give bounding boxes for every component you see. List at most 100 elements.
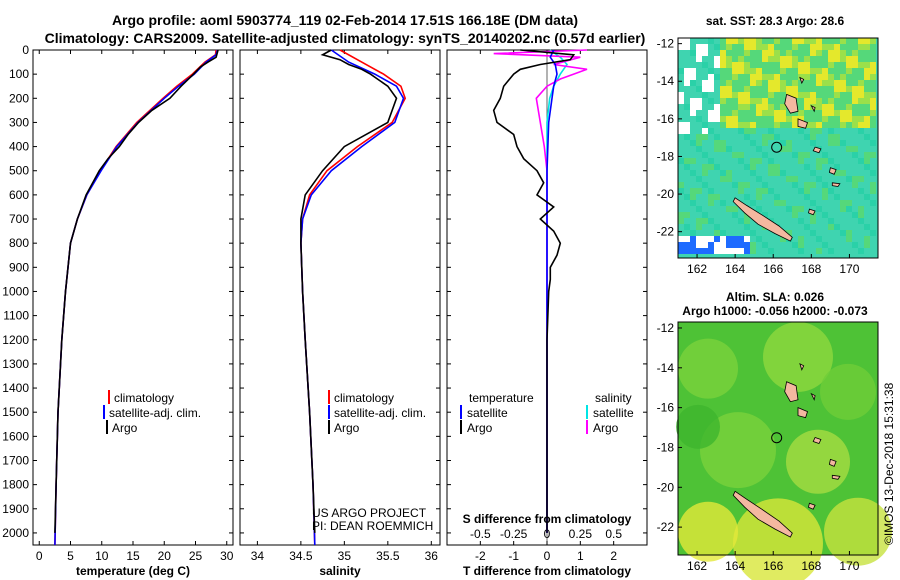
sst-cell — [792, 44, 798, 50]
sst-cell — [780, 98, 786, 104]
sst-cell — [762, 110, 768, 116]
sst-cell — [792, 62, 798, 68]
temperature-tick-label: 10 — [95, 549, 109, 563]
sst-cell — [732, 44, 738, 50]
sst-cell — [690, 158, 696, 164]
sst-cell — [816, 122, 822, 128]
sla-blob — [733, 498, 823, 580]
sst-cell — [720, 98, 726, 104]
sst-cell — [798, 92, 804, 98]
temperature-tick-label: 15 — [126, 549, 140, 563]
sst-cell — [864, 236, 870, 242]
sst-cell — [720, 74, 726, 80]
sst-cell — [822, 104, 828, 110]
sst-cell — [744, 164, 750, 170]
sst-cell — [834, 74, 840, 80]
sst-cell — [864, 44, 870, 50]
sst-cell — [708, 158, 714, 164]
sst-cell — [768, 158, 774, 164]
sst-cell — [732, 56, 738, 62]
sst-cell — [864, 116, 870, 122]
sst-cell — [870, 86, 876, 92]
sst-cell — [858, 74, 864, 80]
temperature-tick-label: 25 — [189, 549, 203, 563]
sst-cell — [762, 92, 768, 98]
sst-cell — [822, 56, 828, 62]
legend-salinity-title: salinity — [595, 391, 632, 405]
depth-tick-label: 600 — [9, 188, 29, 202]
sst-cell — [804, 164, 810, 170]
sla-lat-label: -22 — [657, 520, 675, 534]
sst-cell — [678, 38, 684, 44]
sst-cell — [804, 134, 810, 140]
sst-cell — [750, 200, 756, 206]
sst-cell — [750, 74, 756, 80]
sst-cell — [828, 122, 834, 128]
sst-cell — [744, 182, 750, 188]
sla-map-frame — [677, 321, 879, 556]
sst-cell — [732, 104, 738, 110]
sst-cell — [702, 242, 708, 248]
sst-cell — [816, 158, 822, 164]
sst-cell — [774, 194, 780, 200]
sst-cell — [804, 110, 810, 116]
project-credit: US ARGO PROJECT — [312, 506, 427, 520]
sst-cell — [708, 218, 714, 224]
sst-cell — [732, 122, 738, 128]
sst-cell — [810, 62, 816, 68]
sst-cell — [744, 92, 750, 98]
sst-cell — [720, 242, 726, 248]
sst-cell — [798, 104, 804, 110]
salinity-satellite-diff-line — [546, 49, 569, 533]
sst-cell — [678, 158, 684, 164]
t-difference-tick-label: -1 — [508, 549, 519, 563]
sst-cell — [870, 230, 876, 236]
sst-cell — [714, 242, 720, 248]
sst-cell — [780, 110, 786, 116]
sst-cell — [834, 68, 840, 74]
sst-cell — [684, 164, 690, 170]
salinity-argo-diff-line — [493, 49, 588, 533]
sst-cell — [816, 44, 822, 50]
sst-argo-position-marker — [771, 141, 783, 153]
sst-cell — [690, 74, 696, 80]
sst-cell — [714, 146, 720, 152]
sst-cell — [792, 80, 798, 86]
sla-lat-label: -12 — [657, 321, 675, 335]
sst-cell — [750, 68, 756, 74]
sst-cell — [732, 98, 738, 104]
new-caledonia — [732, 490, 793, 538]
sst-cell — [750, 98, 756, 104]
sst-cell — [864, 92, 870, 98]
t-difference-tick-label: 2 — [610, 549, 617, 563]
sst-cell — [678, 92, 684, 98]
sst-cell — [726, 206, 732, 212]
sst-cell — [858, 104, 864, 110]
sst-cell — [750, 170, 756, 176]
sst-cell — [834, 86, 840, 92]
sst-cell — [786, 62, 792, 68]
sst-cell — [846, 98, 852, 104]
sst-cell — [846, 44, 852, 50]
sst-cell — [744, 194, 750, 200]
sst-cell — [750, 56, 756, 62]
sst-cell — [714, 134, 720, 140]
legend-argo: Argo — [112, 421, 138, 435]
depth-tick-label: 300 — [9, 115, 29, 129]
sst-cell — [858, 110, 864, 116]
pi-credit: PI: DEAN ROEMMICH — [312, 519, 433, 533]
sst-cell — [846, 92, 852, 98]
sla-lon-label: 166 — [763, 559, 783, 573]
sst-cell — [774, 68, 780, 74]
sst-cell — [810, 74, 816, 80]
sst-cell — [678, 248, 684, 254]
legend-argo: Argo — [334, 421, 360, 435]
sst-cell — [720, 44, 726, 50]
sst-cell — [750, 242, 756, 248]
sst-cell — [846, 236, 852, 242]
legend-temperature-title: temperature — [469, 391, 534, 405]
sst-cell — [816, 86, 822, 92]
t-difference-xlabel: T difference from climatology — [463, 564, 631, 578]
sst-cell — [804, 62, 810, 68]
